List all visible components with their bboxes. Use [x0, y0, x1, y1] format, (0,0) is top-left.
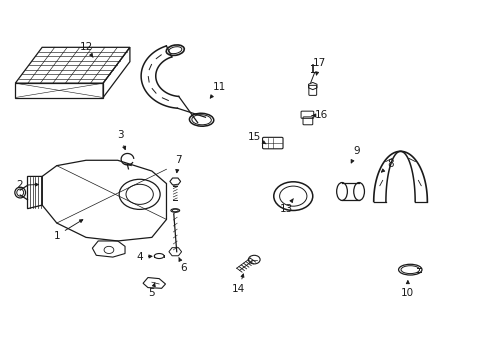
Text: 15: 15: [247, 132, 265, 144]
Text: 17: 17: [312, 58, 325, 75]
Text: 6: 6: [179, 257, 186, 273]
Text: 4: 4: [136, 252, 152, 262]
Text: 16: 16: [311, 111, 327, 121]
Text: 10: 10: [401, 280, 413, 298]
Text: 5: 5: [148, 283, 155, 298]
Text: 3: 3: [117, 130, 125, 149]
Text: 2: 2: [16, 180, 38, 190]
Text: 12: 12: [79, 42, 93, 57]
Text: 9: 9: [350, 146, 359, 163]
Text: 1: 1: [53, 220, 82, 240]
Text: 13: 13: [279, 199, 293, 214]
Text: 14: 14: [231, 274, 245, 294]
Text: 11: 11: [210, 82, 225, 98]
Text: 8: 8: [381, 159, 393, 172]
Text: 7: 7: [175, 155, 182, 173]
